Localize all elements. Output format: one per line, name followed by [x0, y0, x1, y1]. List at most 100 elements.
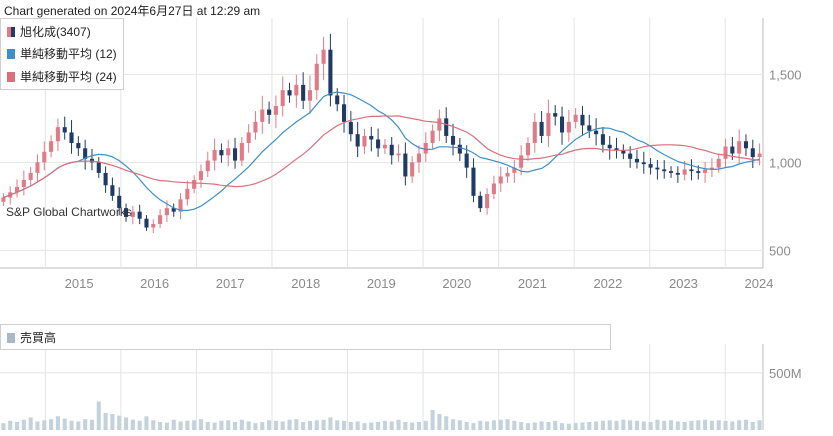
- candle-body: [655, 167, 660, 170]
- volume-bar: [607, 420, 612, 430]
- candle-body: [14, 187, 20, 193]
- candle-body: [668, 171, 674, 173]
- volume-bar: [696, 420, 701, 430]
- candle-body: [594, 130, 599, 135]
- volume-bar: [437, 414, 442, 430]
- legend-item-sma24[interactable]: 単純移動平均 (24): [7, 68, 117, 85]
- volume-bar: [89, 419, 95, 430]
- legend-item-sma12[interactable]: 単純移動平均 (12): [7, 45, 117, 62]
- volume-bar: [580, 422, 585, 430]
- candle-body: [621, 150, 626, 154]
- candle-body: [335, 95, 340, 105]
- candle-body: [253, 121, 258, 133]
- candle-body: [341, 104, 347, 122]
- volume-bar: [641, 421, 646, 430]
- legend-item-stock[interactable]: 旭化成(3407): [7, 23, 91, 40]
- volume-bar: [505, 419, 510, 430]
- candle-body: [171, 208, 176, 212]
- candle-body: [328, 49, 333, 96]
- volume-bar: [675, 421, 680, 430]
- candle-body: [471, 167, 476, 196]
- candle-body: [716, 158, 721, 168]
- candle-body: [423, 143, 428, 154]
- volume-bar: [648, 422, 653, 430]
- candle-body: [505, 172, 510, 177]
- volume-bar: [662, 420, 667, 430]
- volume-bar: [1, 423, 6, 430]
- candle-body: [348, 121, 353, 135]
- candle-body: [49, 141, 54, 152]
- volume-bar: [485, 421, 490, 430]
- candle-body: [158, 215, 163, 224]
- volume-bar: [273, 420, 278, 430]
- legend-item-volume[interactable]: 売買高: [7, 329, 56, 346]
- candle-body: [382, 144, 387, 149]
- candle-body: [246, 132, 251, 143]
- volume-bar: [498, 419, 503, 430]
- candle-body: [28, 172, 33, 180]
- candle-body: [587, 125, 592, 131]
- volume-bar: [164, 422, 169, 430]
- legend-label: 単純移動平均 (24): [20, 70, 117, 84]
- candle-body: [151, 223, 156, 228]
- volume-bar: [267, 420, 272, 430]
- candle-body: [376, 139, 381, 149]
- volume-bar: [730, 421, 735, 430]
- candle-body: [260, 109, 265, 122]
- volume-bar: [376, 422, 381, 430]
- volume-bar: [69, 420, 74, 430]
- volume-bar: [294, 419, 299, 430]
- candle-body: [723, 146, 728, 159]
- candle-body: [416, 153, 422, 163]
- volume-bar: [525, 423, 531, 430]
- candle-body: [478, 195, 483, 209]
- volume-bar: [335, 420, 340, 430]
- candle-body: [737, 141, 742, 154]
- volume-bar: [21, 419, 26, 430]
- volume-bar: [566, 423, 571, 430]
- volume-bar: [716, 420, 721, 430]
- candle-body: [491, 183, 496, 195]
- volume-bar: [614, 420, 619, 430]
- volume-bar: [546, 422, 551, 430]
- volume-bar: [8, 420, 13, 430]
- volume-bar: [628, 420, 633, 430]
- candle-body: [403, 153, 408, 177]
- legend-label: 単純移動平均 (12): [20, 47, 117, 61]
- volume-bar: [668, 420, 674, 430]
- candle-body: [485, 194, 490, 209]
- candle-body: [539, 121, 544, 136]
- volume-bar: [491, 420, 496, 430]
- volume-tick-label: 500M: [769, 366, 802, 381]
- candle-body: [185, 188, 190, 200]
- candle-body: [580, 114, 585, 126]
- candle-body: [103, 172, 108, 186]
- price-tick-label: 1,000: [769, 155, 802, 170]
- volume-bar: [137, 420, 142, 430]
- candle-body: [55, 127, 60, 142]
- candle-body: [83, 148, 88, 159]
- volume-bar: [117, 415, 122, 430]
- candle-body: [69, 132, 74, 143]
- volume-bar: [689, 420, 694, 430]
- candle-body: [294, 84, 299, 96]
- volume-bar: [144, 416, 149, 430]
- volume-bar: [301, 422, 306, 430]
- candle-body: [675, 172, 680, 175]
- candle-body: [750, 148, 755, 158]
- candle-body: [21, 179, 26, 188]
- candle-body: [164, 208, 169, 216]
- line-icon: [7, 49, 15, 59]
- price-tick-label: 1,500: [769, 67, 802, 82]
- volume-bar: [512, 420, 517, 430]
- volume-bar: [362, 423, 367, 430]
- candle-body: [519, 155, 524, 168]
- volume-bar: [321, 419, 326, 430]
- volume-bar: [280, 421, 285, 430]
- volume-bar: [444, 416, 449, 430]
- volume-bar: [519, 422, 524, 430]
- volume-bar: [14, 422, 20, 430]
- volume-bar: [559, 423, 565, 430]
- candle-body: [450, 135, 456, 145]
- line-icon: [7, 72, 15, 82]
